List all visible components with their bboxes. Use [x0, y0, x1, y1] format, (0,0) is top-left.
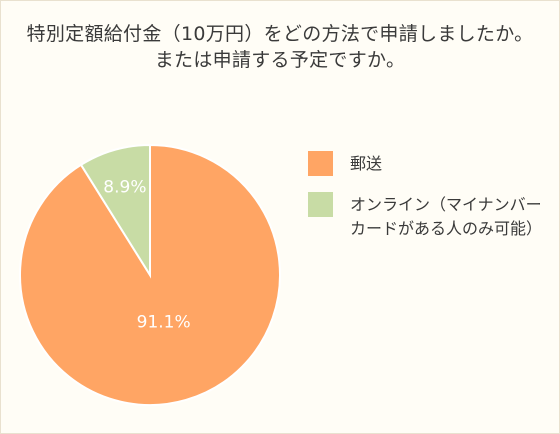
legend-swatch-online: [308, 192, 333, 217]
legend-item-mail: 郵送: [308, 151, 550, 176]
legend-label-online: オンライン（マイナンバー カードがある人のみ可能）: [350, 193, 550, 241]
chart-title: 特別定額給付金（10万円）をどの方法で申請しましたか。 または申請する予定ですか…: [1, 21, 559, 73]
legend-label-online-line-2: カードがある人のみ可能）: [350, 219, 543, 238]
chart-title-line-1: 特別定額給付金（10万円）をどの方法で申請しましたか。: [26, 23, 534, 45]
legend-item-online: オンライン（マイナンバー カードがある人のみ可能）: [308, 192, 550, 241]
legend-label-mail: 郵送: [350, 152, 550, 176]
legend-label-online-line-1: オンライン（マイナンバー: [350, 195, 542, 214]
legend-swatch-mail: [308, 151, 333, 176]
pie-label-online: 8.9%: [103, 178, 146, 198]
chart-title-line-2: または申請する予定ですか。: [154, 49, 406, 71]
pie-label-mail: 91.1%: [137, 312, 191, 332]
pie-slice-online: [79, 143, 151, 279]
legend-label-mail-line-1: 郵送: [350, 154, 383, 173]
chart-legend: 郵送 オンライン（マイナンバー カードがある人のみ可能）: [308, 151, 550, 257]
